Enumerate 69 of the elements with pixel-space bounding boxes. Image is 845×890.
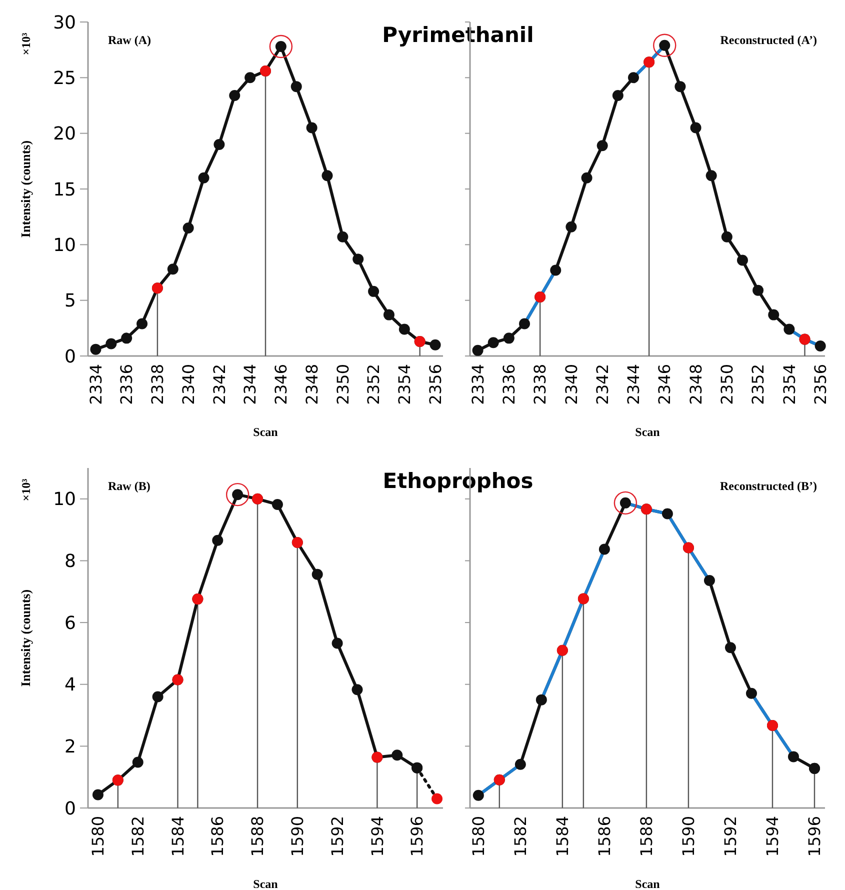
- x-tick-label: 1590: [679, 816, 698, 857]
- x-tick-label: 1586: [595, 816, 614, 857]
- x-tick-label: 2334: [86, 364, 106, 405]
- chart-title: Pyrimethanil: [382, 23, 534, 47]
- text: Reconstructed (A’): [720, 33, 817, 47]
- x-tick-label: 1584: [168, 816, 188, 857]
- x-tick-label: 1582: [511, 816, 530, 857]
- x-axis-title: Scan: [253, 877, 278, 890]
- x-axis-title: Scan: [635, 425, 660, 439]
- x-tick-label: 2338: [530, 364, 550, 405]
- x-tick-label: 1596: [805, 816, 824, 857]
- x-tick-label: 1588: [248, 816, 268, 857]
- text: Raw (A): [108, 33, 151, 47]
- x-tick-label: 1590: [288, 816, 308, 857]
- y-tick-label: 2: [64, 736, 76, 758]
- y-tick-label: 8: [64, 551, 76, 572]
- x-tick-label: 1596: [408, 816, 427, 857]
- x-tick-label: 2350: [718, 364, 737, 405]
- x-tick-label: 2348: [686, 364, 706, 405]
- x-tick-label: 1586: [208, 816, 228, 857]
- y-axis-title: Intensity (counts): [18, 140, 33, 238]
- x-tick-label: 2342: [210, 364, 229, 405]
- x-tick-label: 2356: [810, 364, 830, 405]
- x-tick-label: 2352: [748, 364, 768, 405]
- y-tick-label: 6: [64, 612, 76, 634]
- text: Raw (B): [108, 479, 150, 493]
- x-tick-label: 2348: [302, 364, 322, 405]
- chart-title: Ethoprophos: [382, 469, 534, 493]
- y-tick-label: 0: [64, 346, 76, 368]
- x-tick-label: 2336: [117, 364, 136, 405]
- x-tick-label: 2346: [655, 364, 674, 405]
- x-tick-label: 1594: [763, 816, 782, 857]
- y-tick-label: 15: [53, 179, 76, 200]
- x-tick-label: 2340: [562, 364, 581, 405]
- y-tick-label: 30: [53, 12, 76, 34]
- y-tick-label: 5: [64, 290, 76, 312]
- x-tick-label: 2344: [624, 364, 644, 405]
- y-tick-label: 20: [53, 124, 76, 145]
- x-tick-label: 1588: [637, 816, 656, 857]
- y-tick-label: 0: [64, 798, 76, 820]
- x-tick-label: 2344: [240, 364, 260, 405]
- x-tick-label: 2356: [426, 364, 445, 405]
- x-tick-label: 2340: [178, 364, 198, 405]
- text: Reconstructed (B’): [720, 479, 817, 493]
- x-tick-label: 1584: [553, 816, 572, 857]
- y-tick-label: 25: [53, 68, 76, 89]
- x-tick-label: 2342: [592, 364, 612, 405]
- x-tick-label: 1582: [128, 816, 148, 857]
- x-tick-label: 1592: [721, 816, 740, 857]
- x-tick-label: 1580: [469, 816, 488, 857]
- y-tick-label: 4: [64, 674, 76, 696]
- x-tick-label: 2354: [780, 364, 799, 405]
- x-tick-label: 2336: [500, 364, 519, 405]
- x-tick-label: 2346: [272, 364, 291, 405]
- x-axis-title: Scan: [253, 425, 278, 439]
- x-tick-label: 1594: [368, 816, 387, 857]
- x-tick-label: 2350: [333, 364, 352, 405]
- x-tick-label: 2352: [364, 364, 384, 405]
- y-axis-title: Intensity (counts): [18, 589, 33, 687]
- x-tick-label: 1580: [88, 816, 108, 857]
- x-tick-label: 2338: [148, 364, 168, 405]
- text: ×10³: [19, 32, 33, 56]
- x-axis-title: Scan: [635, 877, 660, 890]
- x-tick-label: 1592: [328, 816, 347, 857]
- y-tick-label: 10: [53, 489, 76, 510]
- x-tick-label: 2354: [395, 364, 414, 405]
- y-tick-label: 10: [53, 234, 76, 256]
- x-tick-label: 2334: [468, 364, 488, 405]
- text: ×10³: [19, 478, 33, 502]
